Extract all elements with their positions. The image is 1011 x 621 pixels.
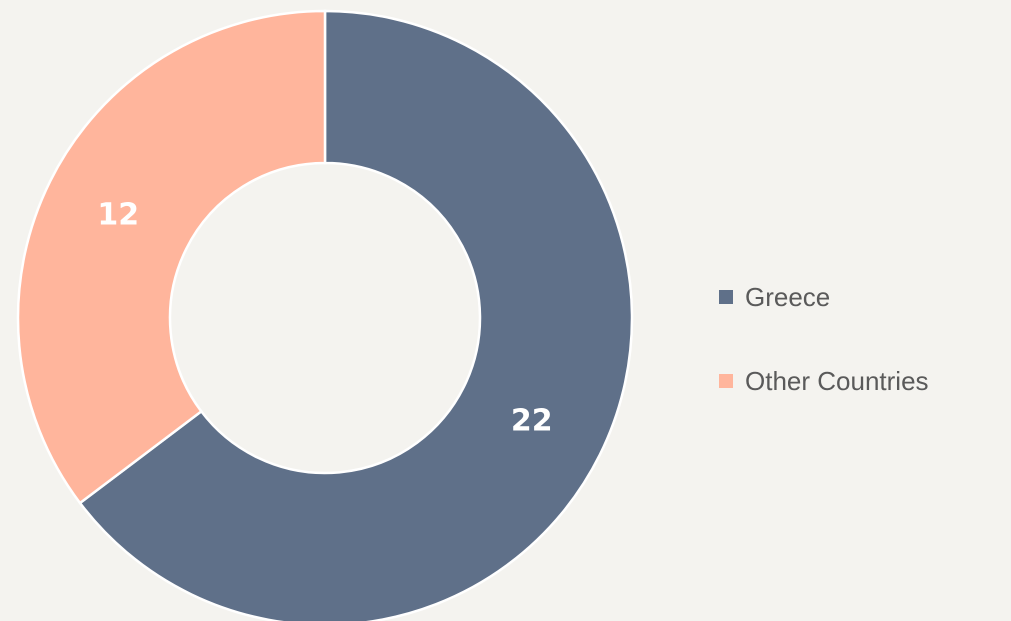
legend-label: Other Countries: [745, 366, 929, 396]
legend-label: Greece: [745, 282, 830, 312]
data-label: 12: [97, 198, 139, 233]
data-label: 22: [511, 403, 553, 438]
donut-slice: [16, 9, 327, 505]
legend-swatch: [719, 290, 733, 304]
legend-swatch: [719, 374, 733, 388]
donut-slice: [78, 9, 634, 621]
